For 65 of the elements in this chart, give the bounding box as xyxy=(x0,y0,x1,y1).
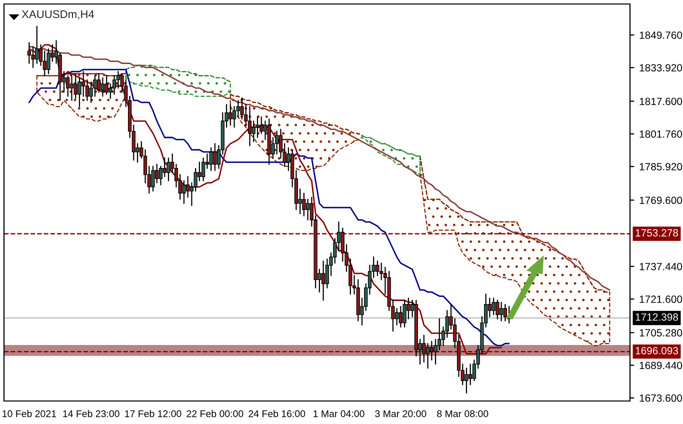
candlestick xyxy=(104,75,108,95)
x-tick-label: 3 Mar 20:00 xyxy=(375,410,426,418)
y-tick-label: 1817.600 xyxy=(640,98,682,106)
candlestick xyxy=(82,71,86,97)
candlestick xyxy=(151,166,155,192)
candlestick xyxy=(275,130,279,155)
candlestick xyxy=(321,260,326,301)
candlestick xyxy=(166,158,170,182)
candlestick xyxy=(464,368,468,394)
candlestick xyxy=(468,364,472,386)
candlestick xyxy=(503,304,507,322)
ref-line-label: 1753.278 xyxy=(636,229,678,237)
candlestick xyxy=(97,73,101,93)
y-tick-label: 1721.600 xyxy=(640,296,682,303)
candlestick xyxy=(228,104,232,126)
x-tick-label: 1 Mar 04:00 xyxy=(314,410,364,418)
candlestick xyxy=(256,116,260,138)
candlestick xyxy=(213,143,217,172)
candlestick xyxy=(398,306,402,328)
x-tick-label: 22 Feb 00:00 xyxy=(186,410,244,418)
candlestick xyxy=(31,46,35,68)
y-tick-label: 1737.440 xyxy=(640,262,682,270)
candlestick xyxy=(302,192,306,216)
y-tick-label: 1833.920 xyxy=(640,64,682,72)
y-tick-label: 1673.600 xyxy=(640,394,682,402)
candlestick xyxy=(209,147,213,172)
candlestick xyxy=(426,342,430,369)
x-tick-label: 17 Feb 12:00 xyxy=(125,410,182,418)
candlestick xyxy=(202,158,206,182)
ref-line-label: 1712.398 xyxy=(636,313,678,321)
candlestick xyxy=(66,75,70,97)
candlestick xyxy=(155,164,159,184)
y-tick-label: 1849.760 xyxy=(640,31,682,39)
candlestick xyxy=(70,75,74,101)
candlestick xyxy=(376,260,380,276)
candlestick xyxy=(35,26,39,64)
candlestick xyxy=(252,120,256,142)
y-tick-label: 1705.280 xyxy=(640,329,682,337)
candlestick xyxy=(46,48,50,74)
candlestick xyxy=(74,73,78,99)
y-tick-label: 1785.920 xyxy=(640,163,682,170)
candlestick xyxy=(500,302,504,322)
candlestick xyxy=(402,300,406,328)
x-tick-label: 14 Feb 23:00 xyxy=(63,410,120,418)
x-tick-label: 10 Feb 2021 xyxy=(2,410,56,418)
candlestick xyxy=(182,180,186,204)
ref-line-label: 1696.093 xyxy=(636,346,678,354)
candlestick xyxy=(112,75,116,95)
x-tick-label: 24 Feb 16:00 xyxy=(248,410,306,418)
candlestick xyxy=(395,308,399,326)
candlestick xyxy=(27,42,31,64)
y-tick-label: 1801.760 xyxy=(640,130,682,138)
candlestick xyxy=(162,158,166,178)
candlestick xyxy=(306,198,310,220)
y-tick-label: 1689.440 xyxy=(640,362,682,370)
candlestick xyxy=(260,116,264,134)
x-tick-label: 8 Mar 08:00 xyxy=(437,410,488,418)
candlestick xyxy=(430,340,434,361)
candlestick xyxy=(496,300,500,320)
candlestick xyxy=(406,298,410,320)
candlestick xyxy=(100,77,104,97)
y-tick-label: 1769.600 xyxy=(640,196,682,204)
chart-title: XAUUSDm,H4 xyxy=(22,10,94,20)
candlestick xyxy=(492,298,496,316)
candlestick xyxy=(248,106,252,146)
